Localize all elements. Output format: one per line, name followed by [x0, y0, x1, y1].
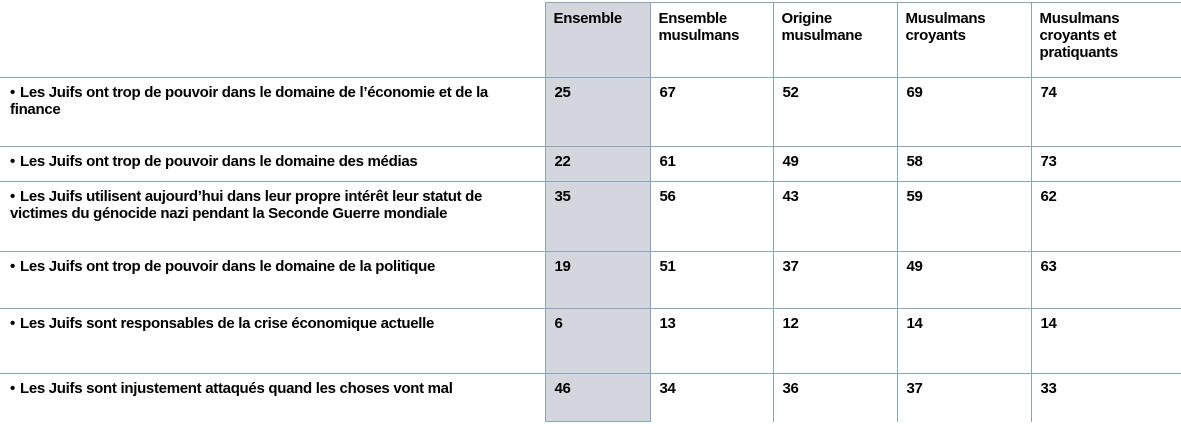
row-label-cell: • Les Juifs utilisent aujourd’hui dans le… — [0, 181, 545, 252]
column-header-4: Musulmans croyants et pratiquants — [1030, 2, 1181, 78]
row-label: Les Juifs ont trop de pouvoir dans le do… — [19, 258, 436, 275]
value-cell: 58 — [896, 146, 1031, 182]
row-label: Les Juifs sont responsables de la crise … — [19, 315, 435, 332]
row-label: Les Juifs ont trop de pouvoir dans le do… — [19, 153, 418, 170]
table-row: • Les Juifs ont trop de pouvoir dans le d… — [0, 251, 1181, 309]
value-cell: 49 — [772, 146, 897, 182]
column-header-0: Ensemble — [544, 2, 650, 78]
value-cell: 43 — [772, 181, 897, 252]
value-cell: 59 — [896, 181, 1031, 252]
table-row: • Les Juifs utilisent aujourd’hui dans le… — [0, 181, 1181, 252]
header-row: Ensemble Ensemble musulmans Origine musulm… — [0, 2, 1181, 78]
value-cell: 33 — [1030, 373, 1181, 422]
value-cell: 36 — [772, 373, 897, 422]
value-cell: 67 — [649, 77, 773, 147]
value-cell: 73 — [1030, 146, 1181, 182]
bullet-icon: • — [10, 188, 15, 205]
row-label-cell: • Les Juifs ont trop de pouvoir dans le d… — [0, 251, 545, 309]
value-cell: 51 — [649, 251, 773, 309]
value-cell: 56 — [649, 181, 773, 252]
table-row: • Les Juifs ont trop de pouvoir dans le d… — [0, 146, 1181, 182]
table-row: • Les Juifs ont trop de pouvoir dans le d… — [0, 77, 1181, 147]
value-cell: 35 — [544, 181, 650, 252]
value-cell: 37 — [896, 373, 1031, 422]
bullet-icon: • — [10, 84, 15, 101]
bullet-icon: • — [10, 153, 15, 170]
value-cell: 62 — [1030, 181, 1181, 252]
survey-results-table: Ensemble Ensemble musulmans Origine musulm… — [0, 2, 1181, 422]
row-label-cell: • Les Juifs sont injustement attaqués qua… — [0, 374, 545, 422]
value-cell: 14 — [896, 308, 1031, 374]
column-header-3: Musulmans croyants — [896, 2, 1031, 78]
table-row: • Les Juifs sont injustement attaqués qua… — [0, 373, 1181, 422]
value-cell: 19 — [544, 251, 650, 309]
value-cell: 46 — [544, 373, 650, 422]
value-cell: 63 — [1030, 251, 1181, 309]
value-cell: 14 — [1030, 308, 1181, 374]
value-cell: 74 — [1030, 77, 1181, 147]
table-row: • Les Juifs sont responsables de la crise… — [0, 308, 1181, 374]
stub-header-cell — [0, 2, 545, 78]
row-label-cell: • Les Juifs ont trop de pouvoir dans le d… — [0, 77, 545, 147]
column-header-1: Ensemble musulmans — [649, 2, 773, 78]
table-body: • Les Juifs ont trop de pouvoir dans le d… — [0, 77, 1181, 422]
value-cell: 49 — [896, 251, 1031, 309]
value-cell: 22 — [544, 146, 650, 182]
value-cell: 34 — [649, 373, 773, 422]
value-cell: 61 — [649, 146, 773, 182]
value-cell: 37 — [772, 251, 897, 309]
row-label: Les Juifs ont trop de pouvoir dans le do… — [10, 84, 488, 118]
column-header-2: Origine musulmane — [772, 2, 897, 78]
value-cell: 6 — [544, 308, 650, 374]
table-header: Ensemble Ensemble musulmans Origine musulm… — [0, 2, 1181, 78]
bullet-icon: • — [10, 258, 15, 275]
value-cell: 12 — [772, 308, 897, 374]
row-label: Les Juifs utilisent aujourd’hui dans leu… — [10, 188, 483, 222]
row-label-cell: • Les Juifs sont responsables de la crise… — [0, 308, 545, 374]
row-label: Les Juifs sont injustement attaqués quan… — [19, 380, 453, 397]
bullet-icon: • — [10, 315, 15, 332]
bullet-icon: • — [10, 380, 15, 397]
value-cell: 69 — [896, 77, 1031, 147]
value-cell: 13 — [649, 308, 773, 374]
value-cell: 25 — [544, 77, 650, 147]
row-label-cell: • Les Juifs ont trop de pouvoir dans le d… — [0, 146, 545, 182]
value-cell: 52 — [772, 77, 897, 147]
